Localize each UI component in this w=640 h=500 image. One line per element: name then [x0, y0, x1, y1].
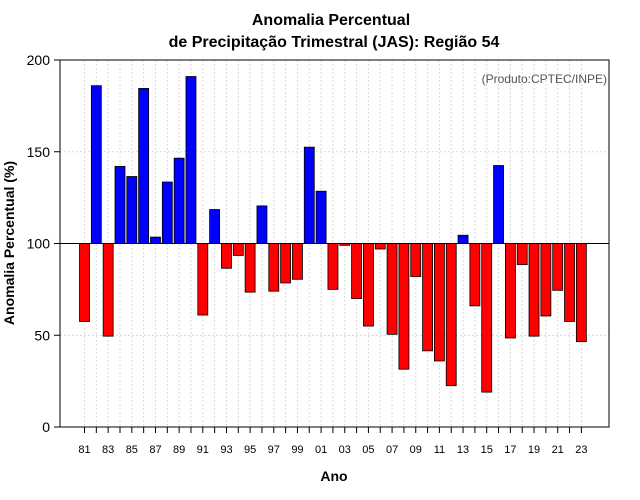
x-tick-label: 95	[244, 444, 256, 456]
y-tick-label: 50	[34, 327, 50, 343]
bar-89	[173, 157, 185, 244]
x-axis: 81 83 85 87 89 91 93 95 97 99 01 03 05 07 09 11 13 15 17 19…	[78, 427, 587, 456]
bar-10	[422, 243, 433, 352]
bar-92	[209, 209, 221, 244]
x-tick-label: 07	[386, 444, 398, 456]
x-tick-label: 01	[315, 444, 327, 456]
bar-95	[244, 243, 256, 293]
bar-96	[256, 205, 268, 244]
x-tick-label: 89	[173, 444, 185, 456]
y-tick-label: 0	[42, 419, 50, 435]
bars-group	[79, 76, 587, 393]
x-tick-label: 97	[268, 444, 280, 456]
bar-05	[363, 243, 374, 327]
x-tick-label: 17	[504, 444, 516, 456]
bar-06	[374, 243, 386, 250]
y-tick-label: 150	[27, 144, 51, 160]
bar-81	[79, 243, 90, 322]
bar-84	[114, 166, 126, 244]
bar-16	[493, 165, 504, 244]
bar-87	[150, 236, 161, 244]
bar-94	[232, 243, 244, 256]
chart-title-line1: Anomalia Percentual	[252, 12, 410, 29]
bar-93	[221, 243, 232, 269]
x-tick-label: 19	[528, 444, 540, 456]
x-tick-label: 81	[78, 444, 90, 456]
bar-14	[469, 243, 481, 307]
bar-19	[528, 243, 540, 337]
bar-04	[351, 243, 362, 299]
x-tick-label: 83	[102, 444, 114, 456]
x-tick-label: 99	[291, 444, 303, 456]
bar-99	[292, 243, 303, 280]
bar-23	[575, 243, 587, 343]
bar-09	[410, 243, 422, 277]
bar-12	[445, 243, 457, 387]
x-tick-label: 13	[457, 444, 469, 456]
bar-86	[138, 88, 150, 244]
bar-15	[481, 243, 493, 393]
bar-97	[268, 243, 280, 292]
x-tick-label: 85	[126, 444, 138, 456]
bar-90	[185, 76, 197, 244]
bar-17	[504, 243, 516, 339]
bar-08	[398, 243, 410, 370]
x-tick-label: 93	[220, 444, 232, 456]
y-tick-label: 100	[27, 236, 51, 252]
bar-07	[386, 243, 398, 335]
bar-20	[540, 243, 552, 317]
bar-83	[102, 243, 114, 337]
x-tick-label: 21	[552, 444, 564, 456]
bar-85	[126, 176, 138, 244]
bar-98	[280, 243, 292, 284]
bar-18	[516, 243, 528, 266]
x-tick-label: 91	[197, 444, 209, 456]
x-tick-label: 11	[434, 444, 445, 456]
x-tick-label: 23	[575, 444, 587, 456]
bar-21	[552, 243, 564, 291]
x-tick-label: 87	[149, 444, 161, 456]
x-axis-label: Ano	[320, 468, 347, 484]
bar-01	[315, 190, 327, 244]
bar-22	[564, 243, 575, 322]
bar-11	[433, 243, 445, 362]
bar-88	[161, 181, 173, 244]
x-tick-label: 05	[362, 444, 374, 456]
y-tick-label: 200	[27, 52, 51, 68]
x-tick-label: 09	[410, 444, 422, 456]
y-axis-label: Anomalia Percentual (%)	[1, 161, 17, 325]
x-tick-label: 15	[481, 444, 493, 456]
chart-title-line2: de Precipitação Trimestral (JAS): Região…	[169, 34, 500, 51]
bar-02	[327, 243, 339, 290]
bar-82	[90, 85, 102, 244]
bar-00	[303, 146, 315, 244]
x-tick-label: 03	[339, 444, 351, 456]
credit-label: (Produto:CPTEC/INPE)	[482, 72, 607, 86]
bar-91	[197, 243, 209, 316]
y-axis: 0 50 100 150 200	[27, 52, 60, 435]
bar-13	[457, 234, 469, 244]
